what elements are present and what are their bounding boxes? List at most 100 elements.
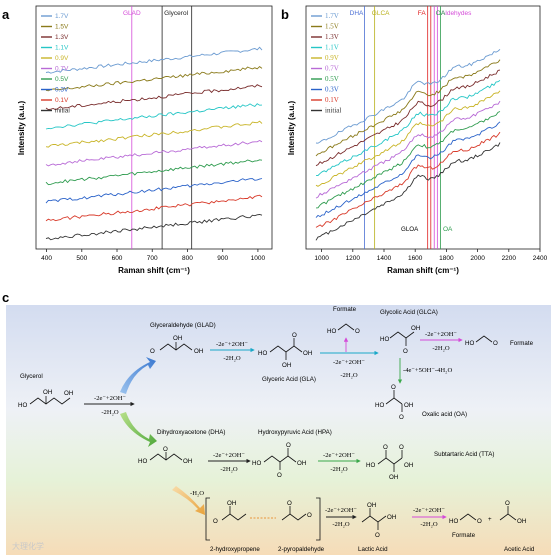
plus-sign: + [488,516,492,523]
glca-oh: OH [411,325,420,332]
oa-o1: O [391,384,396,391]
panel-label-a: a [2,7,10,22]
glycerol-oh1: HO [18,402,27,409]
hydroxypropene-oh: OH [227,500,236,507]
pa-series-1_1V [45,103,263,130]
oa-oh: OH [404,402,413,409]
hpa-o2: O [277,472,282,479]
r7-bottom: -2H₂O [330,466,348,473]
pa-tick-label-5: 900 [217,255,228,262]
glca-structure [389,331,415,346]
pb-marker-label-4: Aldehydes [441,10,472,17]
pyropaldehyde-o2: O [307,512,312,519]
pb-marker-label-2: FA [418,10,427,17]
glad-name: Glyceraldehyde (GLAD) [150,322,216,329]
panel-b-ylabel: Intensity (a.u.) [287,101,296,156]
pb-tick-label-2: 1400 [377,255,392,262]
gla-name: Glyceric Acid (GLA) [262,376,316,383]
pa-series-1_3V [45,84,263,111]
pb-tick-label-4: 1800 [439,255,454,262]
pb-legend-label-2: 1.3V [325,33,339,41]
pa-series-1_7V [45,46,263,74]
r5-label: -4e⁻+5OH⁻-4H₂O [403,367,452,374]
pa-legend-label-1: 1.5V [55,24,69,31]
hpa-oh: OH [297,460,306,467]
pa-tick-label-6: 1000 [251,255,266,262]
pa-series-0_9V [45,120,263,148]
pa-legend-label-9: initial [55,108,70,115]
panel-a-chart: GLAD Glycerol 400 500 600 700 800 900 1000 1.7V… [17,5,273,275]
tta-oh: OH [389,474,398,481]
glad-oh: OH [173,335,182,342]
gla-o: O [292,332,297,339]
tta-o2: O [399,444,404,451]
r8-label: -H₂O [190,490,204,497]
pa-tick-label-1: 500 [76,255,87,262]
pyropaldehyde-structure [281,506,307,521]
pb-tick-label-3: 1600 [408,255,423,262]
hydroxypropene-name: 2-hydroxypropene [210,546,260,553]
pa-tick-label-0: 400 [41,255,52,262]
glad-o: O [150,348,155,355]
pb-legend-label-3: 1.1V [325,44,339,52]
pb-legend-label-9: initial [325,107,341,115]
pa-series-1_5V [45,66,263,92]
oa-o2: O [399,414,404,421]
r4-top: -2e⁻+2OH⁻ [425,331,457,338]
pa-legend-label-7: 0.3V [55,87,69,94]
formate-bottom-name: Formate [452,532,476,539]
lactic-structure [361,508,387,530]
hpa-ho: HO [252,460,261,467]
pb-series-0_1V [315,131,501,228]
hydroxypropene-o: O [213,518,218,525]
glca-name: Glycolic Acid (GLCA) [380,309,438,316]
glad-oh2: OH [194,348,203,355]
reaction-scheme: Glycerol HO OH OH -2e⁻+2OH⁻ -2H₂O Glycer… [6,305,551,555]
glca-ho: HO [380,336,389,343]
pb-legend-label-4: 0.9V [325,54,339,62]
r6-bottom: -2H₂O [220,466,238,473]
panel-label-b: b [281,7,289,22]
dha-o: O [163,446,168,453]
pa-legend-label-8: 0.1V [55,97,69,104]
pb-series-0_9V [315,90,501,187]
dha-ho: HO [138,458,147,465]
formate-bottom-ho: HO [449,518,458,525]
r9-top: -2e⁻+2OH⁻ [325,507,357,514]
panel-b-xlabel: Raman shift (cm⁻¹) [387,266,459,275]
panel-a-frame [35,5,273,250]
pa-series-0_7V [45,139,263,167]
pb-legend-label-8: 0.1V [325,96,339,104]
r10-top: -2e⁻+2OH⁻ [413,507,445,514]
tta-ho: HO [366,462,375,469]
lactic-o: O [375,532,380,539]
oa-annotation: OA [443,226,453,233]
hpa-structure [263,448,297,470]
bracket-left [205,497,210,541]
tta-oh2: OH [404,462,413,469]
dha-name: Dihydroxyacetone (DHA) [157,429,225,436]
pa-legend-label-5: 0.7V [55,66,69,73]
oa-structure [385,390,403,412]
r9-bottom: -2H₂O [332,521,350,528]
formate-bottom-o: O [477,518,482,525]
panel-a-ylabel: Intensity (a.u.) [17,101,26,156]
pb-series-1_7V [315,49,501,144]
bracket-right [316,497,321,541]
gla-structure [269,338,303,360]
arrow-dehydration [172,486,205,515]
formate-right-name: Formate [510,340,534,347]
pa-legend-label-0: 1.7V [55,13,69,20]
gla-ho: HO [258,350,267,357]
pb-marker-label-6: OA [436,10,446,17]
pa-marker-label-1: Glycerol [164,10,188,17]
pa-tick-label-3: 700 [147,255,158,262]
pb-series-0_5V [315,111,501,209]
pa-marker-label-0: GLAD [123,10,141,17]
r1-bottom: -2H₂O [101,409,119,416]
glca-o: O [403,348,408,355]
pb-series-initial [315,142,501,241]
dha-oh: OH [183,458,192,465]
oa-name: Oxalic acid (OA) [422,411,467,418]
